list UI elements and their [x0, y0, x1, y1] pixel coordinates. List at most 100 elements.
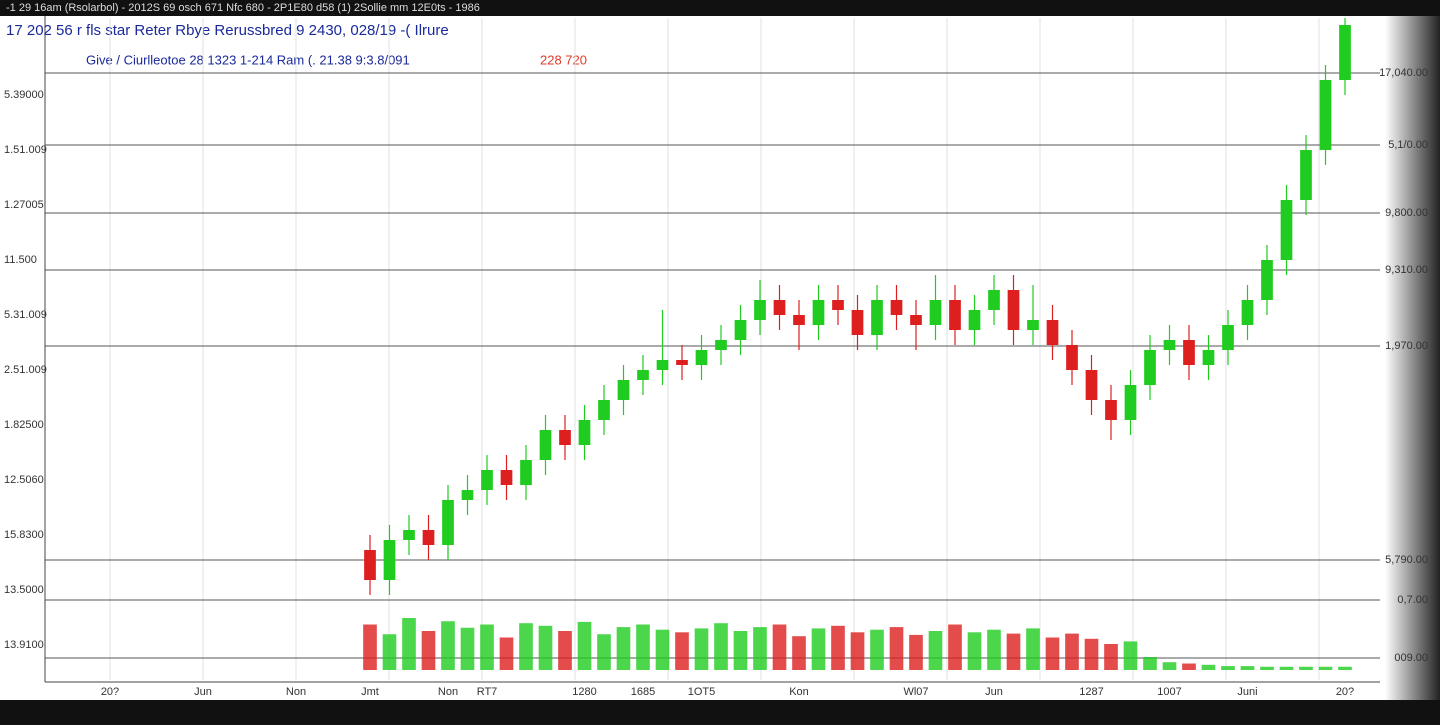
y-tick-label: 17,040.00: [1379, 67, 1428, 79]
candle-body: [734, 320, 747, 340]
x-tick-label: Non: [286, 686, 306, 698]
candle-body: [598, 400, 610, 420]
volume-bar: [1162, 662, 1177, 670]
candle-body: [1046, 320, 1059, 345]
volume-bar: [538, 625, 553, 670]
candle-body: [1241, 300, 1254, 325]
candle-body: [383, 540, 396, 580]
annotation: 228 720: [540, 52, 587, 67]
volume-bar: [909, 634, 923, 670]
volume-bar: [597, 634, 611, 670]
volume-bar: [870, 629, 884, 670]
volume-bar: [382, 634, 397, 670]
volume-bar: [675, 632, 689, 670]
left-label: 1.27005: [4, 199, 44, 211]
candle-body: [539, 430, 552, 460]
candle-body: [851, 310, 864, 335]
volume-bar: [616, 627, 631, 670]
volume-bar: [1299, 666, 1313, 670]
x-tick-label: 1280: [572, 686, 596, 698]
volume-bar: [577, 621, 592, 670]
candle-body: [1027, 320, 1039, 330]
volume-bar: [1026, 628, 1040, 670]
candle-body: [1183, 340, 1195, 365]
volume-bar: [402, 618, 416, 670]
x-tick-label: 1OT5: [688, 686, 716, 698]
volume-bar: [831, 625, 845, 670]
left-label: 13.5000: [4, 584, 44, 596]
candle-body: [812, 300, 825, 325]
x-tick-label: Wl07: [903, 686, 928, 698]
candle-body: [1300, 150, 1312, 200]
candle-body: [1202, 350, 1215, 365]
candle-body: [578, 420, 591, 445]
volume-bar: [441, 621, 455, 670]
candle-body: [1222, 325, 1234, 350]
candle-body: [1144, 350, 1156, 385]
left-label: 5.31.009: [4, 309, 47, 321]
candle-body: [968, 310, 981, 330]
candle-body: [1319, 80, 1332, 150]
y-tick-label: 1,970.00: [1385, 340, 1428, 352]
left-label: 1.82500: [4, 419, 44, 431]
volume-bar: [772, 624, 787, 670]
volume-bar: [480, 624, 494, 670]
left-label: 1.51.009: [4, 144, 47, 156]
volume-bar: [987, 629, 1001, 670]
candle-body: [793, 315, 805, 325]
candle-body: [422, 530, 435, 545]
volume-bar: [1065, 633, 1079, 670]
volume-bar: [714, 623, 728, 670]
volume-bar: [1143, 657, 1157, 670]
chart-title: 17 202 56 r fls star Reter Rbye Rerussbr…: [6, 22, 449, 39]
candle-body: [910, 315, 922, 325]
x-tick-label: 1685: [631, 686, 655, 698]
left-label: 2.51.009: [4, 364, 47, 376]
volume-bar: [1338, 666, 1352, 670]
x-tick-label: Jmt: [361, 686, 379, 698]
volume-bar: [753, 627, 767, 670]
volume-bar: [889, 627, 904, 670]
y-tick-label: 5,1/0.00: [1388, 139, 1428, 151]
edge-shade: [1385, 16, 1440, 700]
volume-bar: [363, 624, 377, 670]
x-tick-label: 20?: [1336, 686, 1354, 698]
y-tick-label: 9,800.00: [1385, 207, 1428, 219]
y-tick-label: 009.00: [1394, 652, 1428, 664]
volume-bar: [636, 624, 650, 670]
candle-body: [559, 430, 571, 445]
volume-bar: [655, 629, 670, 670]
candle-body: [949, 300, 961, 330]
candle-body: [1339, 25, 1351, 80]
x-tick-label: Non: [438, 686, 458, 698]
x-tick-label: Kon: [789, 686, 809, 698]
candle-body: [1163, 340, 1176, 350]
y-tick-label: 0,7.00: [1397, 594, 1428, 606]
candle-body: [1124, 385, 1137, 420]
volume-bar: [948, 624, 962, 670]
volume-bar: [460, 627, 475, 670]
candle-body: [988, 290, 1000, 310]
volume-bar: [1084, 638, 1099, 670]
volume-bar: [1201, 664, 1216, 670]
volume-bar: [1182, 663, 1196, 670]
candle-body: [695, 350, 708, 365]
x-tick-label: 20?: [101, 686, 119, 698]
top-bar: -1 29 16am (Rsolarbol) - 2012S 69 osch 6…: [6, 2, 480, 14]
volume-bar: [694, 628, 709, 670]
volume-bar: [850, 632, 865, 670]
left-label: 5.39000: [4, 89, 44, 101]
x-tick-label: Jun: [985, 686, 1003, 698]
volume-bar: [499, 637, 514, 670]
volume-bar: [967, 632, 982, 670]
volume-bar: [811, 628, 826, 670]
candle-body: [442, 500, 454, 545]
candle-body: [754, 300, 766, 320]
chart-subtitle: Give / Ciurlleotoe 28 1323 1-214 Ram (. …: [86, 52, 410, 67]
volume-bar: [421, 631, 436, 670]
volume-bar: [733, 631, 748, 670]
left-label: 15.8300: [4, 529, 44, 541]
volume-bar: [792, 636, 806, 670]
candle-body: [773, 300, 786, 315]
